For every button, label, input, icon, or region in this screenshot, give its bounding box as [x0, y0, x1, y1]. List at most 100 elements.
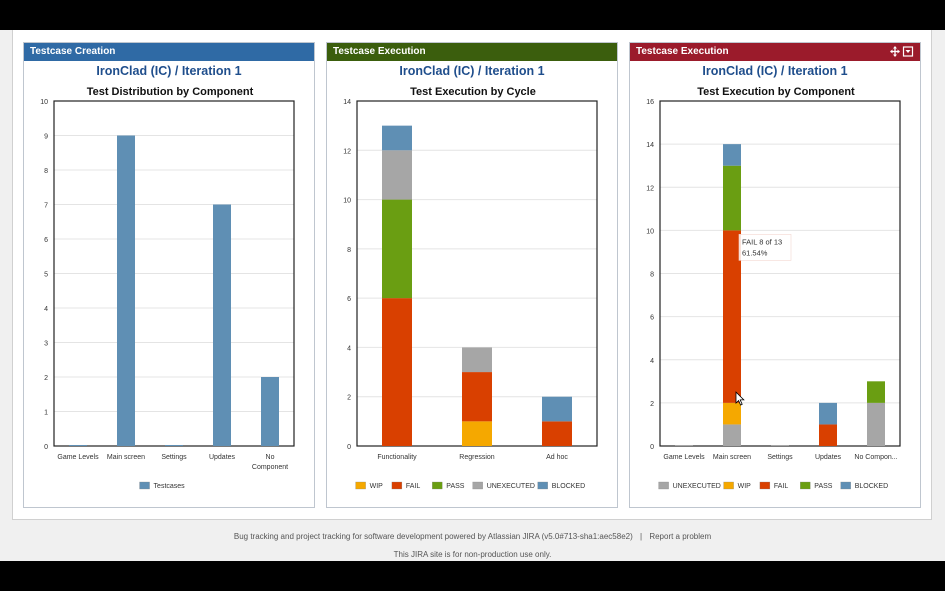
y-tick-label: 14: [646, 142, 654, 149]
y-tick-label: 12: [646, 185, 654, 192]
bar-wip-regression[interactable]: [462, 421, 492, 446]
x-tick-label: Component: [252, 464, 288, 471]
footer-powered-by: Bug tracking and project tracking for so…: [0, 532, 945, 541]
y-tick-label: 10: [646, 228, 654, 235]
bar-unexecuted-regression[interactable]: [462, 347, 492, 373]
bar-testcases-updates[interactable]: [213, 204, 231, 447]
legend-label[interactable]: Testcases: [154, 483, 186, 490]
legend-swatch[interactable]: [658, 481, 669, 490]
gadget-title: Testcase Execution: [333, 46, 426, 57]
legend-label[interactable]: BLOCKED: [552, 483, 585, 490]
bar-pass-functionality[interactable]: [382, 199, 412, 299]
x-tick-label: Updates: [209, 454, 236, 461]
mouse-cursor-icon: [735, 391, 745, 406]
bar-pass-no-compon-[interactable]: [867, 381, 885, 403]
tooltip-box: [738, 234, 792, 261]
legend-label[interactable]: WIP: [738, 483, 752, 490]
y-tick-label: 14: [343, 99, 351, 106]
legend-swatch[interactable]: [537, 481, 548, 490]
chart-title: Test Distribution by Component: [87, 86, 254, 98]
y-tick-label: 6: [44, 237, 48, 244]
bar-unexecuted-main-screen[interactable]: [723, 424, 741, 446]
legend-swatch[interactable]: [800, 481, 811, 490]
legend-swatch[interactable]: [432, 481, 443, 490]
move-icon[interactable]: [890, 46, 900, 57]
chart-title: Test Execution by Component: [697, 86, 855, 98]
bar-fail-main-screen[interactable]: [723, 230, 741, 403]
gadget-title: Testcase Creation: [30, 46, 116, 57]
x-tick-label: Updates: [815, 454, 842, 461]
gadget-header[interactable]: Testcase Execution: [630, 43, 920, 61]
bar-fail-functionality[interactable]: [382, 298, 412, 446]
bar-zero-settings[interactable]: [165, 445, 183, 446]
bar-pass-main-screen[interactable]: [723, 165, 741, 231]
gadget-subtitle: IronClad (IC) / Iteration 1: [96, 64, 242, 78]
bar-unexecuted-functionality[interactable]: [382, 150, 412, 200]
footer-non-production-notice: This JIRA site is for non-production use…: [393, 550, 552, 559]
legend-swatch[interactable]: [759, 481, 771, 490]
y-tick-label: 4: [650, 358, 654, 365]
bar-testcases-no-component[interactable]: [261, 377, 279, 446]
gadget-header-icons: [890, 46, 914, 61]
gadget-header[interactable]: Testcase Execution: [327, 43, 617, 61]
gadget-header[interactable]: Testcase Creation: [24, 43, 314, 61]
collapse-icon[interactable]: [902, 46, 914, 57]
x-tick-label: Ad hoc: [546, 454, 568, 461]
bar-zero-game-levels[interactable]: [675, 445, 693, 446]
legend-label[interactable]: WIP: [370, 483, 384, 490]
x-tick-label: No Compon...: [854, 454, 897, 461]
bar-blocked-updates[interactable]: [819, 402, 837, 425]
legend-label[interactable]: PASS: [814, 483, 832, 490]
legend-label[interactable]: FAIL: [774, 483, 789, 490]
legend-label[interactable]: FAIL: [406, 483, 421, 490]
y-tick-label: 8: [347, 247, 351, 254]
legend-swatch[interactable]: [723, 481, 734, 490]
gadget-title: Testcase Execution: [636, 46, 729, 57]
bar-fail-regression[interactable]: [462, 372, 492, 422]
x-tick-label: Main screen: [713, 454, 751, 461]
bar-blocked-ad-hoc[interactable]: [542, 396, 572, 422]
gadget-execution-by-component: Testcase Execution I: [629, 42, 921, 508]
execution-by-component-chart: Test Execution by Component 0 2 4 6 8 10 12 14 16…: [646, 86, 901, 490]
bar-zero-game-levels[interactable]: [69, 445, 87, 446]
bar-blocked-main-screen[interactable]: [723, 144, 741, 166]
x-tick-label: Functionality: [377, 454, 417, 461]
footer-separator: |: [640, 532, 643, 541]
y-tick-label: 10: [40, 99, 48, 106]
bar-testcases-main-screen[interactable]: [117, 135, 135, 447]
x-tick-label: Game Levels: [663, 454, 705, 461]
bar-fail-updates[interactable]: [819, 424, 837, 446]
legend-swatch[interactable]: [355, 481, 366, 490]
y-tick-label: 6: [347, 296, 351, 303]
gadget-subtitle: IronClad (IC) / Iteration 1: [702, 64, 848, 78]
bar-zero-settings[interactable]: [771, 445, 789, 446]
legend-label[interactable]: PASS: [446, 483, 464, 490]
x-tick-label: Settings: [161, 454, 187, 461]
y-tick-label: 16: [646, 99, 654, 106]
x-tick-label: Regression: [459, 454, 495, 461]
y-tick-label: 3: [44, 341, 48, 348]
tooltip-line-1: FAIL 8 of 13: [742, 237, 782, 246]
gadget-testcase-creation: Testcase Creation IronClad (IC) / Iterat…: [23, 42, 315, 508]
legend-swatch[interactable]: [139, 481, 150, 490]
bar-wip-main-screen[interactable]: [723, 402, 741, 425]
report-problem-link[interactable]: Report a problem: [649, 532, 712, 541]
dashboard-container: Testcase Creation IronClad (IC) / Iterat…: [12, 30, 932, 520]
legend-label[interactable]: UNEXECUTED: [673, 483, 721, 490]
y-tick-label: 2: [347, 395, 351, 402]
y-tick-label: 5: [44, 272, 48, 279]
y-tick-label: 0: [650, 444, 654, 451]
bar-blocked-functionality[interactable]: [382, 125, 412, 151]
jira-dashboard: Testcase Creation IronClad (IC) / Iterat…: [0, 30, 945, 561]
legend-swatch[interactable]: [840, 481, 851, 490]
y-tick-label: 10: [343, 198, 351, 205]
legend-label[interactable]: BLOCKED: [855, 483, 888, 490]
bar-unexecuted-no-compon-[interactable]: [867, 402, 885, 446]
x-tick-label: Main screen: [107, 454, 145, 461]
legend-label[interactable]: UNEXECUTED: [487, 483, 535, 490]
legend-swatch[interactable]: [472, 481, 483, 490]
legend-swatch[interactable]: [391, 481, 403, 490]
powered-by-text: Bug tracking and project tracking for so…: [233, 532, 633, 541]
y-tick-label: 12: [343, 148, 351, 155]
bar-fail-ad-hoc[interactable]: [542, 421, 572, 446]
